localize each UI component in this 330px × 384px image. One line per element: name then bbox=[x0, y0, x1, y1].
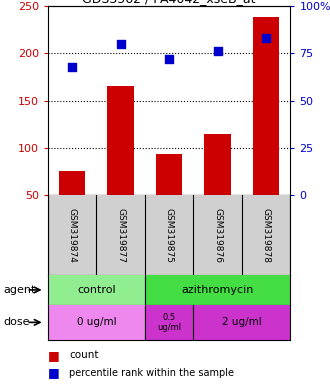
Bar bbox=[48, 275, 145, 305]
Bar bbox=[107, 86, 134, 242]
Text: ■: ■ bbox=[48, 366, 60, 379]
Text: agent: agent bbox=[3, 285, 36, 295]
Text: ■: ■ bbox=[48, 349, 60, 362]
Text: 0 ug/ml: 0 ug/ml bbox=[77, 317, 116, 328]
Bar bbox=[145, 275, 290, 305]
Text: GSM319874: GSM319874 bbox=[68, 208, 77, 262]
Point bbox=[69, 63, 75, 70]
Bar bbox=[193, 305, 290, 340]
Point bbox=[215, 48, 220, 55]
Text: control: control bbox=[77, 285, 116, 295]
Point bbox=[118, 41, 123, 47]
Text: percentile rank within the sample: percentile rank within the sample bbox=[69, 368, 234, 378]
Text: dose: dose bbox=[3, 317, 30, 328]
Bar bbox=[156, 154, 182, 242]
Bar bbox=[253, 18, 280, 242]
Text: 0.5
ug/ml: 0.5 ug/ml bbox=[157, 313, 181, 332]
Text: azithromycin: azithromycin bbox=[182, 285, 254, 295]
Text: 2 ug/ml: 2 ug/ml bbox=[222, 317, 262, 328]
Point bbox=[263, 35, 269, 41]
Title: GDS3562 / PA4042_xseB_at: GDS3562 / PA4042_xseB_at bbox=[82, 0, 256, 5]
Bar bbox=[59, 172, 85, 242]
Point bbox=[166, 56, 172, 62]
Text: count: count bbox=[69, 350, 99, 360]
Bar bbox=[48, 305, 145, 340]
Bar bbox=[145, 305, 193, 340]
Bar bbox=[204, 134, 231, 242]
Text: GSM319877: GSM319877 bbox=[116, 207, 125, 263]
Text: GSM319876: GSM319876 bbox=[213, 207, 222, 263]
Text: GSM319878: GSM319878 bbox=[262, 207, 271, 263]
Text: GSM319875: GSM319875 bbox=[165, 207, 174, 263]
